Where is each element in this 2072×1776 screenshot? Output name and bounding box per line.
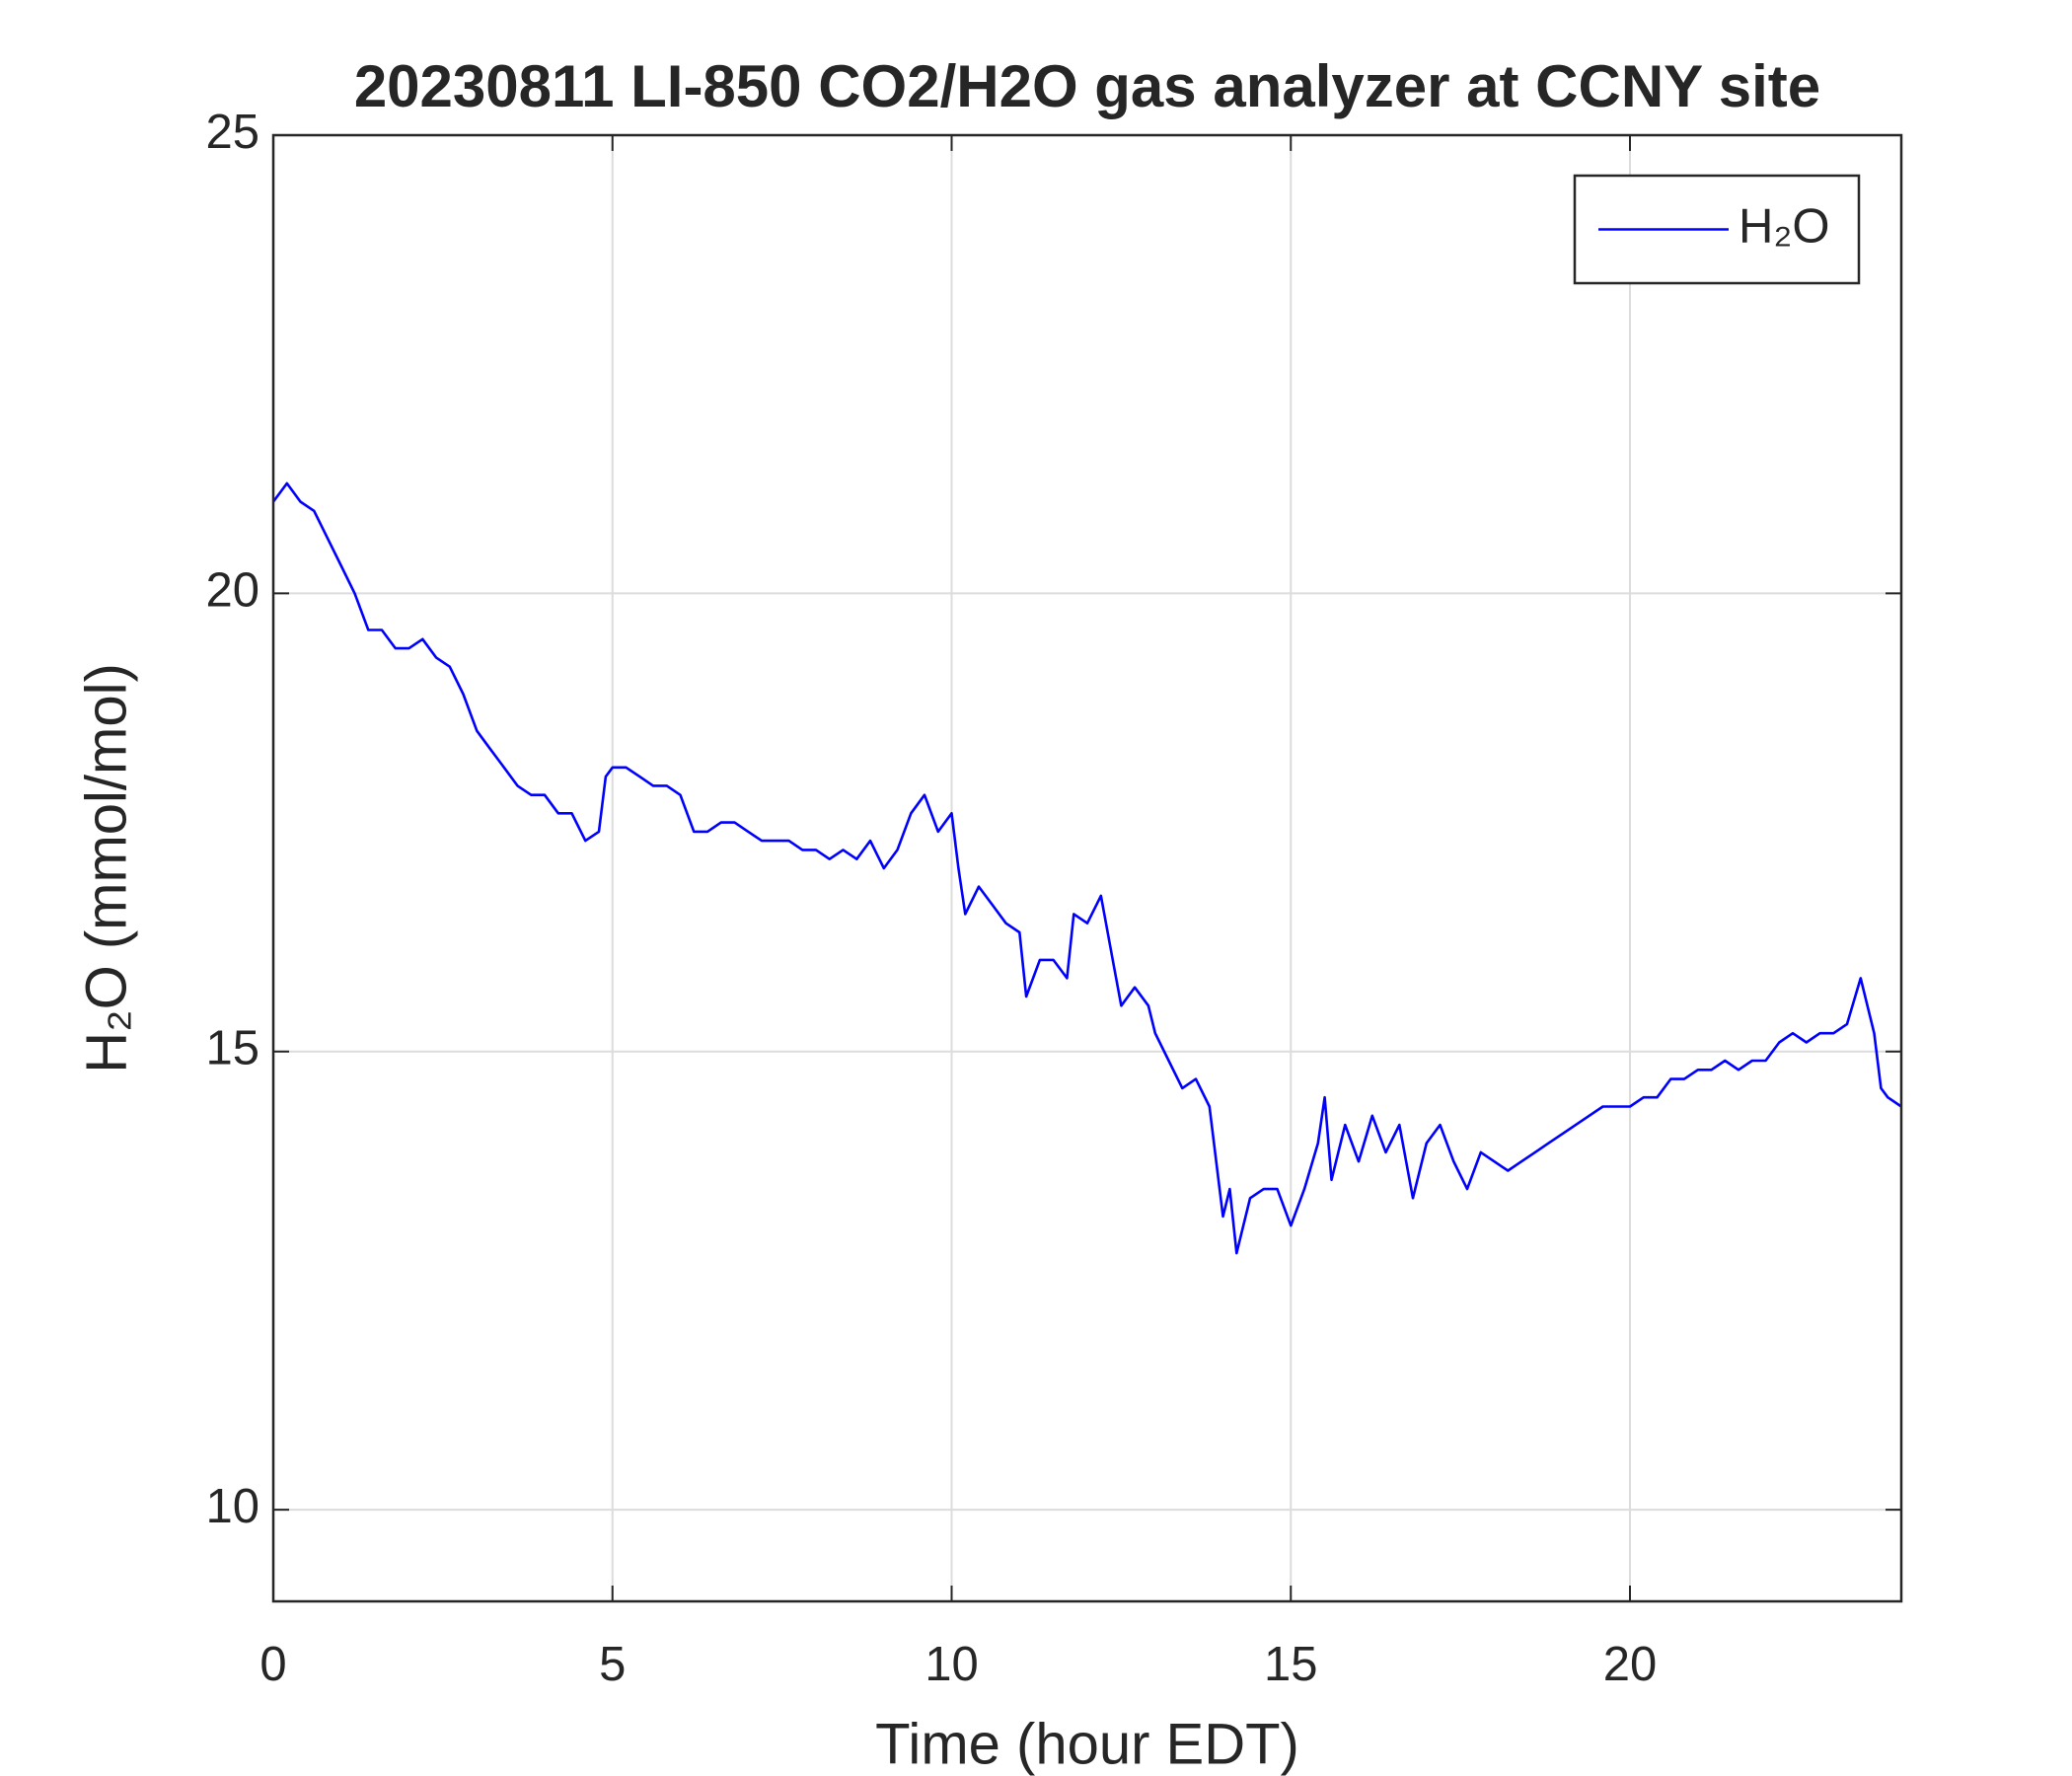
legend-label: H₂O	[1739, 199, 1830, 253]
chart-title: 20230811 LI-850 CO2/H2O gas analyzer at …	[354, 53, 1820, 119]
y-tick-label: 15	[205, 1022, 259, 1075]
x-tick-label: 10	[925, 1638, 979, 1691]
x-tick-label: 0	[259, 1638, 286, 1691]
y-tick-label: 10	[205, 1480, 259, 1533]
plot-frame	[271, 133, 1903, 1603]
x-tick-label: 15	[1264, 1638, 1318, 1691]
y-axis-label: H₂O (mmol/mol)	[74, 663, 138, 1073]
x-tick-label: 5	[599, 1638, 626, 1691]
x-axis-label: Time (hour EDT)	[875, 1712, 1299, 1776]
x-tick-label: 20	[1603, 1638, 1658, 1691]
y-tick-label: 20	[205, 563, 259, 617]
data-line	[271, 481, 1902, 1255]
y-tick-label: 25	[205, 106, 259, 159]
